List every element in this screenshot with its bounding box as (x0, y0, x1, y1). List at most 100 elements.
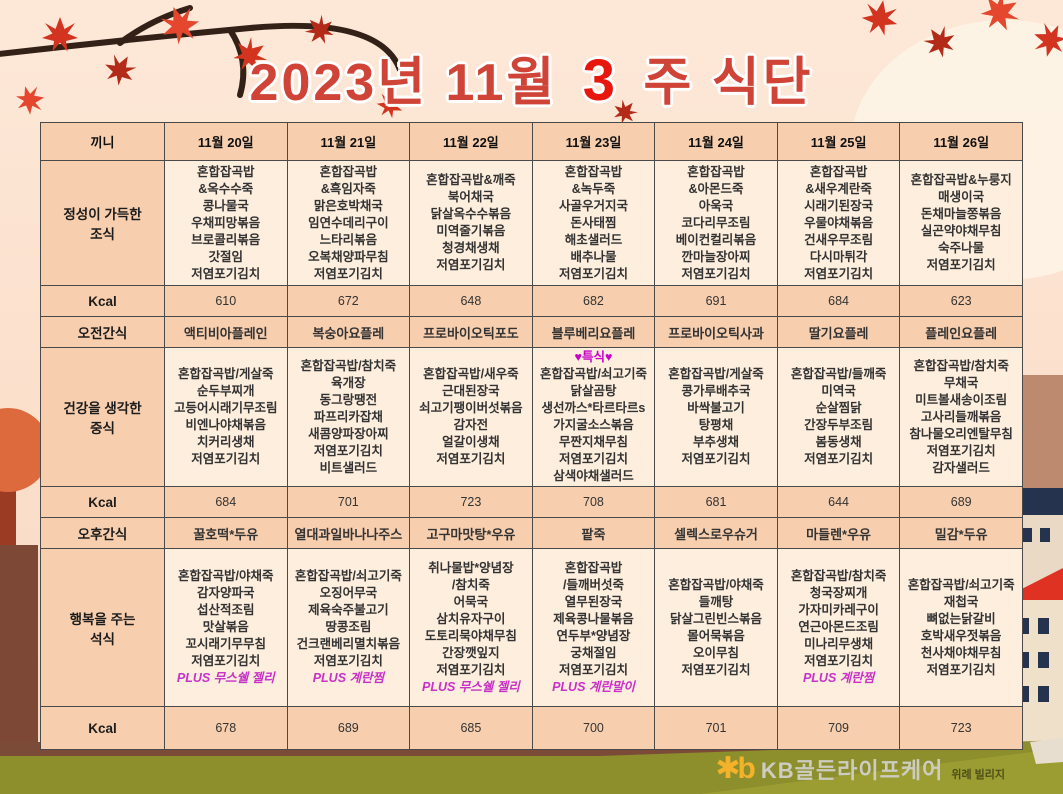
snack-item: 딸기요플레 (776, 316, 901, 348)
menu-cell: 혼합잡곡밥 &흑임자죽 맑은호박채국 임연수데리구이 느타리볶음 오복채양파무침 저염포기김… (286, 160, 411, 286)
menu-item: 저염포기김치 (681, 662, 751, 677)
menu-item: 건크랜베리멸치볶음 (296, 637, 401, 651)
menu-item: 몰어묵볶음 (687, 628, 745, 643)
menu-item: 아욱국 (698, 198, 734, 213)
menu-item: 뼈없는닭갈비 (926, 611, 996, 626)
menu-item: 저염포기김치 (191, 654, 261, 668)
snack-item: 팥죽 (531, 517, 656, 549)
kcal-value: 723 (409, 486, 533, 518)
menu-item: 어묵국 (453, 594, 489, 609)
menu-item: 혼합잡곡밥/참치죽 (913, 358, 1009, 373)
menu-item: &새우계란죽 (805, 181, 872, 196)
menu-item: 숙주나물 (938, 241, 985, 255)
menu-item: 취나물밥*양념장 (428, 560, 514, 575)
menu-cell: 혼합잡곡밥 &옥수수죽 콩나물국 우채피망볶음 브로콜리볶음 갓절임 저염포기김치 (164, 160, 288, 286)
row-label-dinner: 행복을 주는 석식 (40, 548, 165, 707)
menu-item: 다시마튀각 (809, 249, 868, 264)
plus-item: PLUS 무스쉘 젤리 (422, 679, 520, 694)
menu-item: 닭살그린빈스볶음 (670, 611, 763, 626)
left-building (0, 545, 38, 750)
day-header: 11월 23일 (531, 122, 656, 161)
menu-item: 간장깻잎지 (442, 645, 500, 660)
row-label-pm-snack: 오후간식 (40, 517, 165, 549)
row-label-am-snack: 오전간식 (40, 316, 165, 348)
menu-item: 감자전 (453, 418, 489, 432)
kcal-value: 684 (164, 486, 288, 518)
menu-item: 열무된장국 (564, 594, 623, 609)
maple-leaves-top-left (15, 6, 638, 124)
kcal-value: 691 (654, 285, 778, 317)
menu-item: 해초샐러드 (564, 232, 623, 247)
menu-item: 미나리무생채 (804, 637, 874, 651)
menu-item: 삼색야채샐러드 (553, 469, 634, 483)
kcal-label: Kcal (40, 285, 165, 317)
menu-item: 도토리묵야채무침 (424, 628, 517, 643)
page-title: 2023년 11월 3 주 식단 (0, 40, 1063, 115)
footer-logo: ✱b KB골든라이프케어 위례 빌리지 (715, 751, 1005, 786)
menu-item: 혼합잡곡밥/야채죽 (178, 569, 274, 583)
plus-item: PLUS 계란찜 (802, 671, 875, 685)
ground-olive-light (700, 748, 1063, 794)
menu-item: 저염포기김치 (558, 662, 628, 677)
menu-item: 닭살곰탕 (570, 384, 617, 398)
menu-item: 매생이국 (938, 190, 985, 204)
kcal-label: Kcal (40, 706, 165, 750)
kcal-value: 685 (409, 706, 533, 750)
kb-logo-icon: ✱b (715, 752, 756, 785)
day-header: 11월 22일 (409, 122, 533, 161)
kcal-label: Kcal (40, 486, 165, 518)
kcal-value: 644 (776, 486, 901, 518)
menu-item: &흑임자죽 (320, 181, 376, 196)
menu-item: 혼합잡곡밥 (809, 164, 868, 179)
kcal-value: 672 (286, 285, 411, 317)
snack-item: 마들렌*우유 (776, 517, 901, 549)
menu-item: 혼합잡곡밥 (687, 164, 745, 179)
menu-item: 저염포기김치 (313, 654, 383, 668)
snack-item: 고구마맛탕*우유 (409, 517, 533, 549)
snack-item: 프로바이오틱사과 (654, 316, 778, 348)
menu-item: 동그랑땡전 (319, 392, 378, 407)
kcal-value: 623 (899, 285, 1023, 317)
menu-item: 건새우무조림 (804, 232, 874, 247)
menu-item: 혼합잡곡밥 (564, 560, 623, 575)
menu-item: 감자샐러드 (932, 460, 990, 475)
table-row: 정성이 가득한 조식 혼합잡곡밥 &옥수수죽 콩나물국 우채피망볶음 브로콜리볶음 갓절임 저… (40, 160, 1023, 286)
menu-item: 탕평채 (698, 418, 734, 432)
menu-item: 저염포기김치 (926, 258, 996, 272)
menu-item: 육개장 (331, 375, 366, 390)
kcal-value: 684 (776, 285, 901, 317)
kcal-value: 700 (531, 706, 656, 750)
menu-item: 새콤양파장아찌 (308, 426, 389, 441)
menu-cell: 혼합잡곡밥/들깨죽 미역국 순살찜닭 간장두부조림 봄동생채 저염포기김치 (776, 347, 901, 487)
menu-item: 저염포기김치 (558, 266, 628, 281)
kcal-value: 610 (164, 285, 288, 317)
menu-item: 코다리무조림 (681, 215, 751, 230)
menu-item: 깐마늘장아찌 (681, 249, 751, 264)
snack-item: 밀감*두유 (899, 517, 1023, 549)
menu-item: 우채피망볶음 (191, 215, 261, 230)
menu-cell: 혼합잡곡밥/야채죽 감자양파국 섭산적조림 맛살볶음 꼬시래기무무침 저염포기김치 PLUS… (164, 548, 288, 707)
day-header: 11월 26일 (899, 122, 1023, 161)
menu-item: 청경채생채 (442, 241, 500, 255)
menu-item: 혼합잡곡밥/쇠고기죽 (907, 577, 1015, 592)
menu-item: 저염포기김치 (191, 452, 261, 466)
menu-item: 순살찜닭 (815, 401, 862, 415)
table-row: Kcal 684 701 723 708 681 644 689 (40, 486, 1023, 518)
menu-item: 가자미카레구이 (798, 603, 879, 617)
menu-item: 혼합잡곡밥&누룽지 (910, 173, 1012, 187)
menu-cell: 혼합잡곡밥/참치죽 무채국 미트볼새송이조림 고사리들깨볶음 참나물오리엔탈무침 저염포기… (899, 347, 1023, 487)
day-header: 11월 20일 (164, 122, 288, 161)
menu-cell: ♥특식♥ 혼합잡곡밥/쇠고기죽 닭살곰탕 생선까스*타르타르s 가지굴소스볶음 무짠지채무… (531, 347, 656, 487)
menu-item: 궁채절임 (570, 645, 617, 660)
menu-item: 미역줄기볶음 (436, 224, 506, 238)
table-row: 끼니 11월 20일 11월 21일 11월 22일 11월 23일 11월 24일 11월… (40, 122, 1023, 161)
menu-item: 바싹불고기 (687, 401, 745, 415)
plus-item: PLUS 계란찜 (312, 671, 384, 685)
title-suffix: 주 식단 (643, 54, 814, 112)
menu-item: 무짠지채무침 (558, 435, 628, 449)
snack-item: 꿀호떡*두유 (164, 517, 288, 549)
menu-item: 북어채국 (447, 190, 494, 204)
kb-branch-name: 위례 빌리지 (951, 769, 1005, 781)
menu-item: 저염포기김치 (313, 266, 383, 281)
menu-item: 콩가루배추국 (681, 384, 751, 398)
